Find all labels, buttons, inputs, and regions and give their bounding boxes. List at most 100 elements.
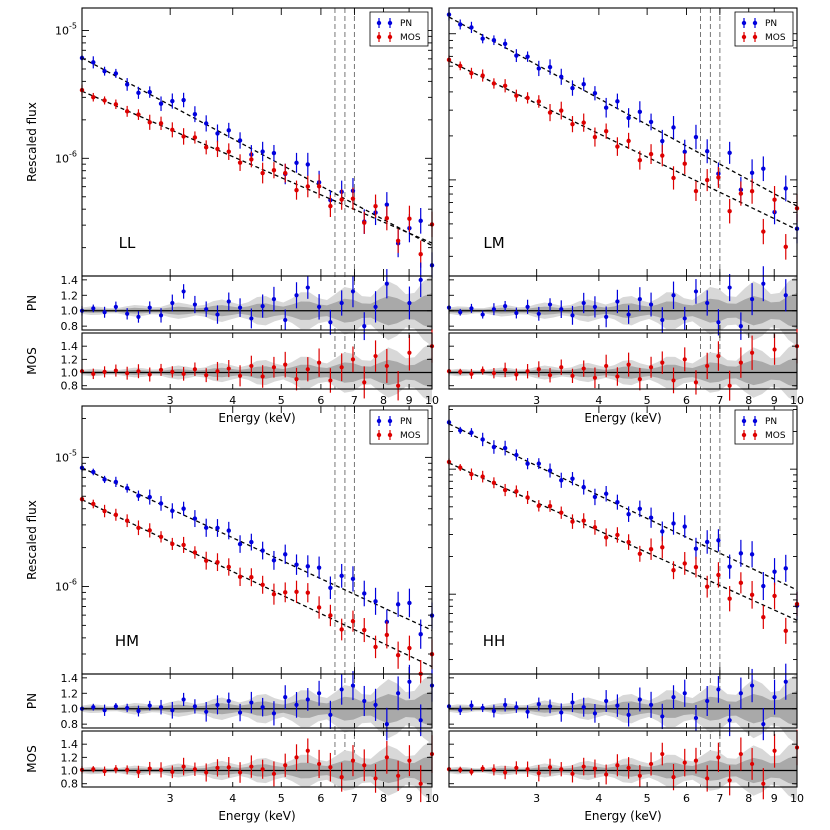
flux-point [305,184,311,189]
flux-point [113,71,119,76]
residual-point [260,705,265,710]
flux-point [124,109,130,114]
xtick-label: 6 [683,394,690,407]
residual-mos: 1.41.21.00.8 MOS 3 4 5 6 7 8 9 10 Energy (keV) [25,730,439,823]
flux-point [727,564,732,569]
flux-point [384,632,390,638]
flux-point [362,591,367,596]
res-ytick-label: 1.0 [61,703,79,716]
ytick-label: 10-6 [55,149,77,165]
flux-point [226,564,231,570]
residual-point [396,691,401,696]
residual-point [316,304,322,309]
residual-point [271,365,277,370]
xtick-label: 8 [745,792,752,805]
flux-point [559,108,564,113]
flux-point [525,54,530,59]
residual-point [761,781,766,786]
residual-point [570,700,575,705]
residual-point [158,705,164,710]
flux-point [237,574,243,580]
residual-point [604,698,609,704]
residual-point [581,366,586,371]
residual-point [125,371,130,376]
residual-point [102,769,107,774]
flux-point [469,430,474,435]
residual-point [339,687,344,692]
xtick-label: 10 [790,792,804,805]
residual-point [705,363,710,369]
residual-point [125,767,130,772]
flux-point [716,175,721,180]
residual-point [328,765,333,770]
res-ytick-label: 0.8 [61,718,79,731]
flux-point [727,208,732,214]
residual-point [648,702,654,707]
legend-label-pn: PN [765,19,777,29]
residual-point [559,365,564,370]
flux-point [215,559,220,565]
residual-point [637,377,642,382]
residual-point [158,767,164,772]
legend-marker [741,34,747,40]
residual-point [113,368,118,373]
flux-point [772,593,777,599]
residual-point [204,770,209,775]
residual-point [373,702,378,707]
flux-point [626,511,631,517]
xtick-label: 8 [380,792,387,805]
flux-point [113,479,119,485]
flux-point [136,493,141,498]
flux-point [147,89,152,95]
residual-point [749,350,755,355]
residual-point [181,764,186,769]
residual-point [660,360,665,365]
residual-point [226,299,231,304]
flux-point [783,244,788,250]
residual-point [192,767,198,772]
flux-point [716,538,721,543]
xtick-label: 5 [278,792,285,805]
residual-point [204,307,209,312]
residual-pn: 1.4 1.2 1.0 0.8 PN [25,262,433,347]
residual-mos: 3 4 5 6 7 8 9 10 Energy (keV) [446,729,804,823]
residual-point [738,324,743,329]
residual-frame [448,730,798,788]
flux-point [181,506,186,511]
residual-point [294,293,299,298]
y-axis-label: Rescaled flux [25,500,39,580]
residual-point [660,317,665,323]
flux-point [113,102,119,107]
flux-point [102,477,107,482]
residual-point [514,372,519,377]
residual-point [671,378,676,383]
flux-point [283,170,288,176]
residual-point [637,697,642,702]
residual-point [547,704,553,709]
residual-point [503,303,508,309]
residual-point [204,373,209,378]
residual-point [102,369,107,374]
flux-point [384,202,390,207]
xtick-label: 3 [533,792,540,805]
residual-mos: 1.41.21.00.8 MOS 3 4 5 6 7 8 9 10 Energy (keV) [25,329,439,425]
residual-point [693,715,699,721]
xtick-label: 6 [317,394,324,407]
flux-point [603,491,609,496]
flux-point [294,589,299,595]
residual-point [525,369,530,374]
flux-point [181,134,186,139]
residual-point [705,300,710,306]
flux-point [738,580,744,586]
flux-point [170,541,175,547]
res-ytick-label: 1.2 [61,289,79,302]
res-ytick-label: 1.4 [61,340,79,353]
residual-point [615,299,620,304]
residual-point [283,317,288,323]
flux-point [637,158,643,163]
residual-point [136,314,141,319]
residual-point [136,369,141,374]
flux-point [283,552,288,557]
residual-point [237,373,243,378]
residual-point [738,360,743,365]
